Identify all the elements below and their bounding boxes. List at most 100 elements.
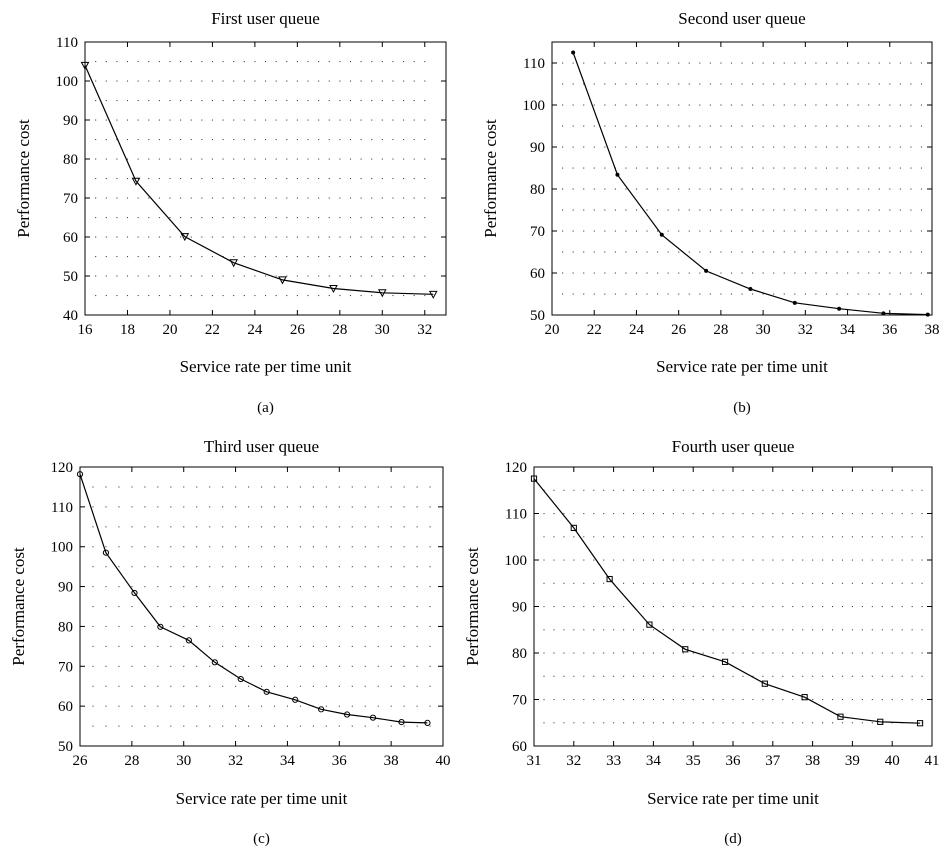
data-point-marker xyxy=(659,232,664,237)
data-point-marker xyxy=(180,233,190,242)
x-tick-label: 32 xyxy=(798,322,813,338)
data-point-marker xyxy=(398,718,405,726)
series-line xyxy=(533,478,921,724)
data-point-marker xyxy=(292,696,299,703)
y-tick-label: 90 xyxy=(58,580,73,596)
x-tick-label: 28 xyxy=(332,322,347,338)
data-point-marker xyxy=(377,289,387,298)
data-point-marker xyxy=(263,688,270,695)
data-point-marker xyxy=(571,50,576,55)
y-tick-label: 50 xyxy=(58,739,73,755)
y-tick-label: 80 xyxy=(58,619,73,635)
data-point-marker xyxy=(131,589,138,597)
x-tick-label: 24 xyxy=(247,322,263,338)
data-point-marker xyxy=(801,694,808,701)
x-tick-label: 34 xyxy=(280,753,296,769)
x-tick-label: 39 xyxy=(845,753,860,769)
chart-title: First user queue xyxy=(211,9,320,28)
plot-frame xyxy=(551,41,933,316)
data-point-marker xyxy=(157,623,164,630)
x-tick-label: 33 xyxy=(606,753,621,769)
data-point-marker xyxy=(131,177,141,186)
y-tick-label: 90 xyxy=(63,113,78,129)
data-point-marker xyxy=(837,306,842,311)
data-point-marker xyxy=(606,575,613,583)
data-point-marker xyxy=(646,621,653,628)
x-tick-label: 20 xyxy=(545,322,560,338)
data-point-marker xyxy=(916,720,924,727)
chart-panel: 31 32 33 34 35 36 37 38 39 40 41 60 70 80 90 100 110 120 F… xyxy=(463,437,940,847)
y-tick-label: 110 xyxy=(505,507,527,523)
x-tick-label: 34 xyxy=(646,753,662,769)
y-tick-label: 50 xyxy=(63,269,78,285)
panel-caption: (b) xyxy=(733,400,751,416)
y-tick-label: 110 xyxy=(56,35,78,51)
y-tick-label: 90 xyxy=(512,600,527,616)
x-tick-label: 36 xyxy=(332,753,348,769)
data-point-marker xyxy=(615,172,620,177)
data-point-marker xyxy=(530,475,538,482)
panel-caption: (a) xyxy=(257,400,274,416)
x-tick-label: 26 xyxy=(290,322,306,338)
x-tick-label: 38 xyxy=(384,753,399,769)
x-tick-label: 31 xyxy=(527,753,542,769)
chart-title: Fourth user queue xyxy=(672,437,795,456)
x-axis-label: Service rate per time unit xyxy=(656,357,828,376)
y-tick-label: 80 xyxy=(63,152,78,168)
y-axis-label: Performance cost xyxy=(9,547,28,666)
data-point-marker xyxy=(570,524,577,532)
y-tick-label: 120 xyxy=(51,460,74,476)
x-tick-label: 36 xyxy=(882,322,898,338)
y-tick-label: 100 xyxy=(51,540,74,556)
data-point-marker xyxy=(329,284,338,294)
chart-panel: 20 22 24 26 28 30 32 34 36 38 50 60 70 80 90 100 110 Seco… xyxy=(481,9,940,416)
y-tick-label: 60 xyxy=(530,266,545,282)
data-point-marker xyxy=(761,680,768,687)
x-tick-label: 30 xyxy=(176,753,191,769)
data-point-marker xyxy=(185,637,192,644)
x-tick-label: 30 xyxy=(375,322,390,338)
x-axis-label: Service rate per time unit xyxy=(180,357,352,376)
data-point-marker xyxy=(80,61,90,70)
series-line xyxy=(84,65,434,295)
x-tick-label: 18 xyxy=(120,322,135,338)
plot-frame xyxy=(79,466,444,747)
data-point-marker xyxy=(721,658,729,665)
y-tick-label: 70 xyxy=(58,659,73,675)
x-axis-label: Service rate per time unit xyxy=(176,789,348,808)
x-tick-label: 30 xyxy=(756,322,771,338)
series-line xyxy=(572,52,928,316)
chart-title: Second user queue xyxy=(678,9,805,28)
x-tick-label: 28 xyxy=(124,753,139,769)
data-point-marker xyxy=(877,718,884,725)
data-point-marker xyxy=(318,706,325,713)
y-tick-label: 80 xyxy=(530,182,545,198)
x-tick-label: 22 xyxy=(587,322,602,338)
data-point-marker xyxy=(424,719,431,726)
x-tick-label: 38 xyxy=(805,753,820,769)
x-tick-label: 41 xyxy=(925,753,940,769)
y-tick-label: 100 xyxy=(505,553,528,569)
y-axis-label: Performance cost xyxy=(481,119,500,238)
x-tick-label: 34 xyxy=(840,322,856,338)
data-point-marker xyxy=(704,268,709,273)
data-point-marker xyxy=(369,714,377,721)
grid-dots xyxy=(543,489,923,724)
grid-dots xyxy=(95,61,426,297)
x-axis-label: Service rate per time unit xyxy=(647,789,819,808)
y-tick-label: 50 xyxy=(530,308,545,324)
data-point-marker xyxy=(881,311,886,316)
y-tick-label: 100 xyxy=(56,74,79,90)
y-axis-label: Performance cost xyxy=(14,119,33,238)
x-tick-label: 36 xyxy=(726,753,742,769)
data-point-marker xyxy=(792,300,797,305)
y-tick-label: 90 xyxy=(530,140,545,156)
panel-caption: (d) xyxy=(724,831,742,847)
data-point-marker xyxy=(682,646,689,653)
x-tick-label: 35 xyxy=(686,753,701,769)
y-tick-label: 110 xyxy=(523,56,545,72)
y-tick-label: 60 xyxy=(63,230,78,246)
y-tick-label: 60 xyxy=(58,699,73,715)
y-axis-label: Performance cost xyxy=(463,547,482,666)
